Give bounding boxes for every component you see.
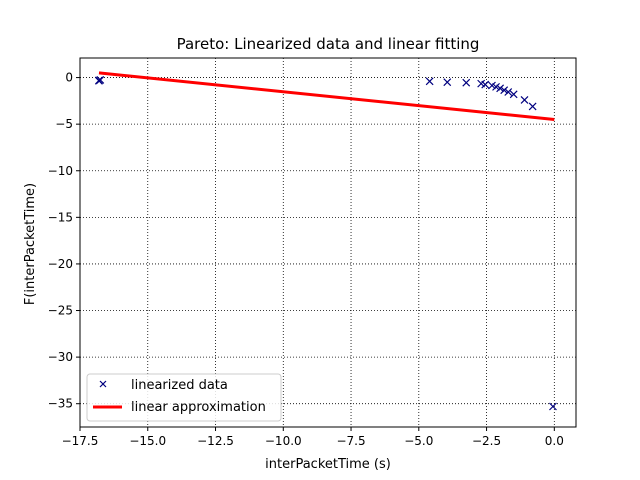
marker-stroke [528, 102, 537, 111]
x-tick-label: 0.0 [545, 434, 564, 448]
axes-frame [79, 57, 577, 428]
marker-stroke [488, 81, 496, 90]
marker-stroke [500, 86, 509, 95]
x-tick-label: −12.5 [197, 434, 234, 448]
legend-label-linear-approximation: linear approximation [131, 400, 266, 415]
data-point-x-marker [549, 402, 557, 411]
x-tick-label: −10.0 [265, 434, 302, 448]
data-point-x-marker [504, 88, 513, 96]
data-point-x-marker [528, 102, 537, 111]
x-axis-label: interPacketTime (s) [265, 457, 391, 472]
y-axis-label: F(interPacketTime) [23, 183, 38, 305]
y-tick-label: −10 [48, 164, 73, 178]
data-point-x-marker [443, 78, 452, 87]
marker-stroke [504, 88, 513, 96]
marker-stroke [492, 82, 500, 91]
marker-stroke [520, 96, 529, 104]
data-point-x-marker [500, 86, 509, 95]
y-tick-label: 0 [65, 71, 73, 85]
data-layer [95, 71, 557, 411]
marker-stroke [443, 78, 452, 87]
data-point-x-marker [425, 77, 434, 86]
marker-stroke [425, 77, 434, 86]
data-point-x-marker [520, 96, 529, 104]
legend: linearized data linear approximation [86, 373, 282, 422]
data-point-x-marker [96, 75, 105, 84]
x-tick-label: −17.5 [62, 434, 99, 448]
data-point-x-marker [462, 78, 471, 87]
axis-ticks: −17.5 −15.0 −12.5 −10.0 −7.5 −5.0 −2.5 0.0 0 −5 −1… [48, 71, 564, 448]
y-tick-label: −30 [48, 350, 73, 364]
x-tick-label: −2.5 [472, 434, 501, 448]
chart-title: Pareto: Linearized data and linear fitti… [177, 35, 480, 53]
y-tick-label: −25 [48, 304, 73, 318]
legend-label-linearized-data: linearized data [131, 378, 228, 393]
data-point-x-marker [481, 80, 490, 89]
marker-stroke [496, 84, 505, 93]
y-tick-label: −15 [48, 210, 73, 224]
x-tick-label: −5.0 [404, 434, 433, 448]
data-point-x-marker [496, 84, 505, 93]
marker-stroke [481, 80, 490, 89]
legend-box [86, 373, 282, 422]
marker-stroke [96, 75, 105, 84]
marker-stroke [509, 90, 518, 99]
legend-marker-x-icon [99, 380, 107, 388]
linear-approximation-line [98, 71, 555, 121]
marker-stroke [549, 402, 557, 411]
x-tick-label: −15.0 [129, 434, 166, 448]
x-tick-label: −7.5 [336, 434, 365, 448]
marker-stroke [462, 78, 471, 87]
y-tick-label: −20 [48, 257, 73, 271]
marker-stroke [477, 79, 486, 88]
y-tick-label: −5 [55, 117, 73, 131]
y-tick-label: −35 [48, 397, 73, 411]
data-point-x-marker [509, 90, 518, 99]
